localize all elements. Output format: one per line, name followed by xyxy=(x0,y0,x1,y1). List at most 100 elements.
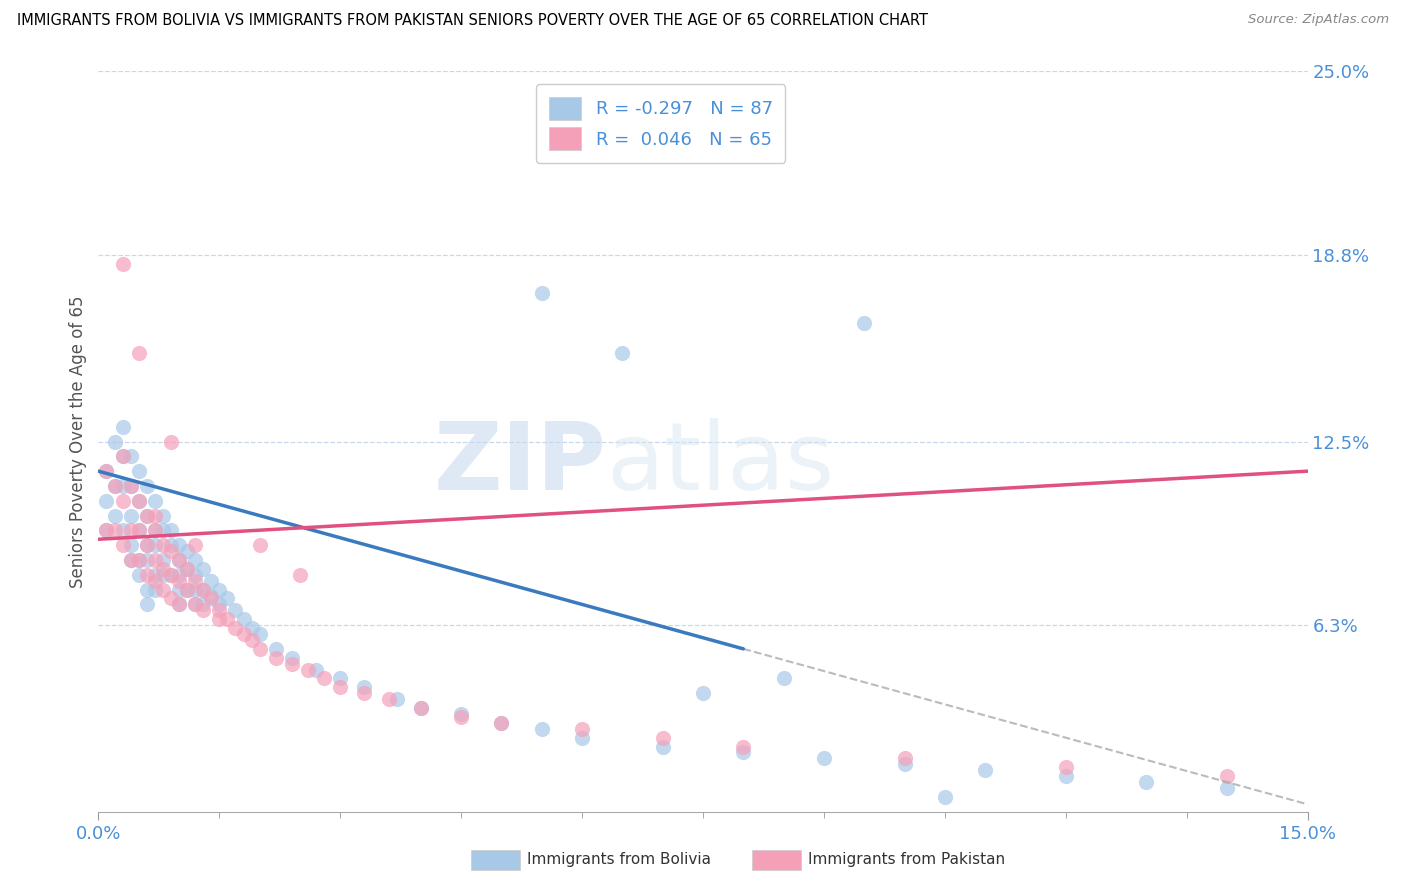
Point xyxy=(111,524,134,538)
Point xyxy=(193,582,215,597)
Point xyxy=(167,598,190,612)
Point xyxy=(143,493,166,508)
Point xyxy=(120,479,142,493)
Point xyxy=(152,567,174,582)
Point xyxy=(208,603,231,617)
Y-axis label: Seniors Poverty Over the Age of 65: Seniors Poverty Over the Age of 65 xyxy=(69,295,87,588)
Point xyxy=(120,538,142,552)
Point xyxy=(160,567,183,582)
Point xyxy=(143,574,166,588)
Point xyxy=(281,650,304,665)
Point xyxy=(385,692,408,706)
Point xyxy=(571,731,593,745)
Point xyxy=(450,706,472,721)
Point xyxy=(853,316,876,330)
Point xyxy=(128,567,150,582)
Point xyxy=(329,672,352,686)
Point xyxy=(772,672,794,686)
Point xyxy=(103,479,125,493)
Point xyxy=(314,672,336,686)
Point xyxy=(143,524,166,538)
Point xyxy=(240,632,263,647)
Point xyxy=(120,553,142,567)
Point xyxy=(612,345,634,359)
Point xyxy=(167,598,190,612)
Point xyxy=(934,789,956,804)
Point xyxy=(193,582,215,597)
Point xyxy=(491,715,513,730)
Point xyxy=(249,641,271,656)
Point xyxy=(160,434,183,449)
Point xyxy=(176,562,198,576)
Point xyxy=(208,582,231,597)
Point xyxy=(135,553,157,567)
Point xyxy=(409,701,432,715)
Point xyxy=(111,450,134,464)
Point xyxy=(208,612,231,626)
Point xyxy=(733,739,755,754)
Point xyxy=(128,493,150,508)
Point xyxy=(167,582,190,597)
Point xyxy=(813,751,835,765)
Point xyxy=(893,751,915,765)
Point xyxy=(217,612,239,626)
Point xyxy=(111,479,134,493)
Point xyxy=(167,553,190,567)
Point xyxy=(111,257,134,271)
Point xyxy=(135,538,157,552)
Point xyxy=(111,450,134,464)
Point xyxy=(1216,780,1239,795)
Point xyxy=(152,524,174,538)
Point xyxy=(974,764,997,778)
Legend: R = -0.297   N = 87, R =  0.046   N = 65: R = -0.297 N = 87, R = 0.046 N = 65 xyxy=(536,84,786,163)
Point xyxy=(450,710,472,724)
Text: Immigrants from Pakistan: Immigrants from Pakistan xyxy=(808,853,1005,867)
Point xyxy=(184,538,207,552)
Point xyxy=(249,627,271,641)
Point xyxy=(135,508,157,523)
Point xyxy=(200,589,222,603)
Text: ZIP: ZIP xyxy=(433,417,606,509)
Point xyxy=(160,591,183,606)
Point xyxy=(96,464,118,478)
Point xyxy=(143,538,166,552)
Point xyxy=(111,538,134,552)
Point xyxy=(111,493,134,508)
Point xyxy=(530,722,553,736)
Point xyxy=(160,538,183,552)
Point xyxy=(651,731,673,745)
Point xyxy=(128,493,150,508)
Point xyxy=(208,598,231,612)
Point xyxy=(1216,769,1239,783)
Text: IMMIGRANTS FROM BOLIVIA VS IMMIGRANTS FROM PAKISTAN SENIORS POVERTY OVER THE AGE: IMMIGRANTS FROM BOLIVIA VS IMMIGRANTS FR… xyxy=(17,13,928,29)
Point xyxy=(176,544,198,558)
Point xyxy=(103,479,125,493)
Point xyxy=(167,553,190,567)
Point xyxy=(143,582,166,597)
Point xyxy=(240,621,263,635)
Point xyxy=(1054,769,1077,783)
Point xyxy=(184,582,207,597)
Point xyxy=(143,524,166,538)
Point xyxy=(264,641,287,656)
Point xyxy=(193,598,215,612)
Point xyxy=(651,739,673,754)
Point xyxy=(733,746,755,760)
Point xyxy=(143,508,166,523)
Point xyxy=(193,603,215,617)
Point xyxy=(96,464,118,478)
Point xyxy=(232,612,254,626)
Point xyxy=(143,567,166,582)
Point xyxy=(120,553,142,567)
Point xyxy=(184,574,207,588)
Point xyxy=(120,524,142,538)
Point xyxy=(160,524,183,538)
Point xyxy=(200,591,222,606)
Point xyxy=(409,701,432,715)
Point xyxy=(281,657,304,671)
Text: atlas: atlas xyxy=(606,417,835,509)
Point xyxy=(120,508,142,523)
Point xyxy=(297,663,319,677)
Point xyxy=(353,681,375,695)
Point xyxy=(893,757,915,772)
